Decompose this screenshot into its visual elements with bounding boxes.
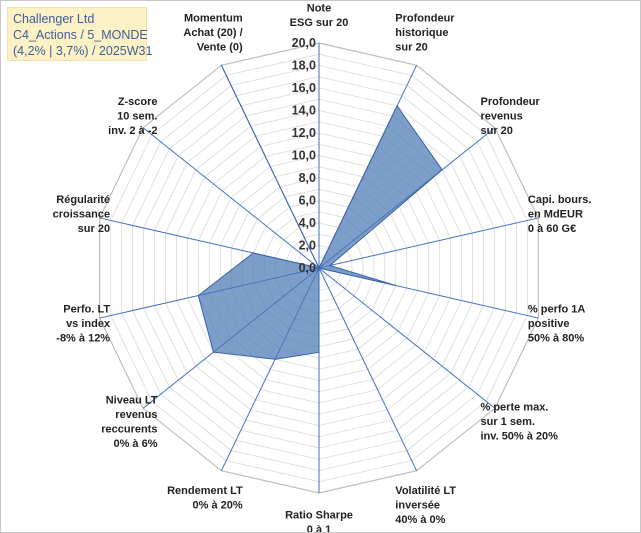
axis-label-group: % perfo 1A positive 50% à 80%: [528, 303, 586, 344]
tick-label: 6,0: [299, 194, 316, 208]
axis-spoke: [318, 267, 496, 409]
axis-label-group: Z-score 10 sem. inv. 2 à -2: [108, 96, 157, 137]
axis-label-line: historique: [395, 27, 448, 39]
axis-label-line: 0 à 1: [307, 524, 331, 532]
axis-label-line: inv. 50% à 20%: [481, 431, 559, 443]
axis-label-line: Achat (20) /: [183, 27, 242, 39]
axis-label-line: reccurents: [101, 423, 157, 435]
axis-label-group: Niveau LT revenus reccurents 0% à 6%: [101, 394, 158, 450]
radial-ticks: 0,0 2,0 4,0 6,0 8,0 10,0 12,0 14,0 16,0 18,0 20,0: [292, 36, 316, 275]
series-point: [197, 294, 199, 297]
title-period: (4,2% | 3,7%) / 2025W31: [13, 44, 153, 58]
axis-label-group: Régularité croissance sur 20: [53, 194, 110, 235]
axis-spoke: [318, 217, 539, 269]
axis-label-group: Ratio Sharpe 0 à 1: [285, 510, 353, 533]
axis-label-line: 50% à 80%: [528, 332, 584, 344]
axis-label-line: sur 20: [78, 223, 110, 235]
axis-label-line: 0% à 6%: [113, 438, 157, 450]
tick-label: 10,0: [292, 149, 316, 163]
axis-label-group: Profondeur historique sur 20: [395, 12, 455, 53]
tick-label: 18,0: [292, 59, 316, 73]
axis-label-group: Volatilité LT inversée 40% à 0%: [395, 485, 456, 526]
axis-label-line: Profondeur: [395, 12, 455, 24]
series-point: [329, 264, 331, 267]
axis-label-line: 0% à 20%: [193, 500, 243, 512]
axis-label-line: en MdEUR: [528, 209, 583, 221]
series-point: [212, 351, 215, 353]
axis-label-line: vs index: [66, 318, 111, 330]
axis-label-line: revenus: [115, 409, 157, 421]
axis-spoke: [142, 127, 320, 269]
axis-labels: Note ESG sur 20 Profondeur historique sur 20…: [53, 3, 592, 533]
axis-label-line: inversée: [395, 500, 440, 512]
axis-label-line: % perte max.: [481, 402, 549, 414]
axis-label-line: 0 à 60 G€: [528, 223, 576, 235]
axis-label-group: Rendement LT 0% à 20%: [167, 485, 243, 512]
axis-label-line: Vente (0): [197, 41, 243, 53]
series-area: [197, 65, 443, 360]
series-point: [318, 351, 320, 353]
axis-label-line: Momentum: [184, 12, 243, 24]
axis-label-line: 40% à 0%: [395, 514, 445, 526]
axis-label-line: Profondeur: [481, 96, 541, 108]
tick-label: 0,0: [299, 261, 316, 275]
tick-label: 12,0: [292, 126, 316, 140]
series-point: [441, 169, 443, 171]
axis-label-line: Volatilité LT: [395, 485, 456, 497]
tick-label: 16,0: [292, 81, 316, 95]
series-point: [220, 64, 222, 66]
axis-label-line: Perfo. LT: [63, 303, 110, 315]
axis-label-line: inv. 2 à -2: [108, 125, 157, 137]
axis-label-line: revenus: [481, 111, 523, 123]
axis-label-line: % perfo 1A: [528, 303, 586, 315]
axis-label-line: croissance: [53, 209, 110, 221]
axis-label-line: ESG sur 20: [290, 17, 349, 29]
axis-label-line: Z-score: [118, 96, 158, 108]
chart-title-box: Challenger Ltd C4_Actions / 5_MONDE (4,2…: [7, 7, 153, 61]
axis-label-line: positive: [528, 318, 570, 330]
tick-label: 8,0: [299, 171, 316, 185]
axis-label-group: % perte max. sur 1 sem. inv. 50% à 20%: [481, 402, 559, 443]
axis-label-group: Capi. bours. en MdEUR 0 à 60 G€: [528, 194, 592, 235]
axis-label-group: Momentum Achat (20) / Vente (0): [183, 12, 243, 53]
tick-label: 4,0: [299, 216, 316, 230]
axis-spoke: [318, 267, 418, 471]
axis-label-line: Régularité: [56, 194, 110, 206]
axis-label-line: Niveau LT: [106, 394, 158, 406]
axis-label-line: sur 20: [395, 41, 427, 53]
series-point: [318, 267, 320, 269]
tick-label: 14,0: [292, 104, 316, 118]
axis-label-line: sur 1 sem.: [481, 416, 535, 428]
series-point: [395, 284, 397, 287]
axis-label-line: -8% à 12%: [56, 332, 110, 344]
series-point: [396, 105, 398, 107]
tick-label: 20,0: [292, 36, 316, 50]
axis-label-line: Ratio Sharpe: [285, 510, 353, 522]
axis-label-line: Capi. bours.: [528, 194, 592, 206]
axis-label-group: Perfo. LT vs index -8% à 12%: [56, 303, 111, 344]
axis-label-line: Rendement LT: [167, 485, 243, 497]
axis-label-line: sur 20: [481, 125, 513, 137]
title-category: C4_Actions / 5_MONDE: [13, 28, 148, 42]
title-company: Challenger Ltd: [13, 12, 95, 26]
radar-series: [197, 64, 443, 360]
axis-label-group: Profondeur revenus sur 20: [481, 96, 541, 137]
series-point: [274, 358, 276, 360]
series-point: [252, 252, 254, 254]
tick-label: 2,0: [299, 239, 316, 253]
axis-label-line: 10 sem.: [117, 111, 157, 123]
axis-label-line: Note: [307, 3, 331, 15]
axis-label-group: Note ESG sur 20: [290, 3, 349, 30]
